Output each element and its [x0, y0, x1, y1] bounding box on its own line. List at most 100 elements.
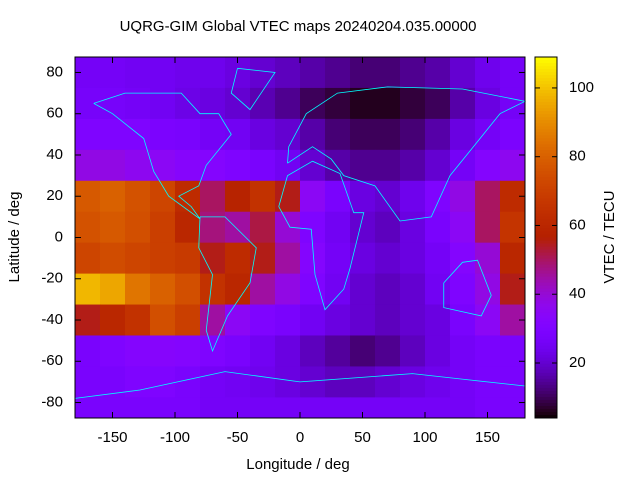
x-tick-label: -150 [97, 429, 127, 446]
colorbar-swatch [535, 183, 557, 187]
colorbar-swatch [535, 159, 557, 163]
cell [300, 118, 326, 151]
colorbar-swatch [535, 378, 557, 383]
colorbar-swatch [535, 219, 557, 223]
cell [125, 242, 151, 275]
cell [375, 149, 401, 182]
colorbar-tick-label: 80 [569, 148, 586, 165]
cell [275, 87, 301, 120]
colorbar-swatch [535, 387, 557, 392]
cell [350, 335, 376, 367]
colorbar-swatch [535, 192, 557, 196]
cell [450, 397, 476, 419]
cell [200, 87, 226, 120]
cell [475, 273, 501, 306]
cell [425, 366, 451, 398]
colorbar-swatch [535, 357, 557, 362]
colorbar-swatch [535, 318, 557, 323]
colorbar-swatch [535, 60, 557, 64]
cell [250, 397, 276, 419]
cell [225, 366, 251, 398]
cell [375, 118, 401, 151]
colorbar-swatch [535, 252, 557, 257]
colorbar-swatch [535, 369, 557, 374]
colorbar-swatch [535, 228, 557, 232]
cell [150, 149, 176, 182]
cell [300, 397, 326, 419]
cell [500, 366, 526, 398]
y-tick-label: 40 [46, 146, 63, 163]
cell [150, 366, 176, 398]
cell [375, 397, 401, 419]
colorbar-swatch [535, 288, 557, 293]
y-tick-label: 20 [46, 187, 63, 204]
cell [100, 211, 126, 244]
cell [275, 118, 301, 151]
colorbar-swatch [535, 336, 557, 341]
cell [325, 397, 351, 419]
colorbar-swatch [535, 72, 557, 76]
cell [300, 57, 326, 89]
colorbar-swatch [535, 342, 557, 347]
cell [250, 304, 276, 336]
colorbar-swatch [535, 333, 557, 338]
colorbar-swatch [535, 321, 557, 326]
x-tick-label: 150 [475, 429, 500, 446]
cell [75, 242, 101, 275]
cell [225, 118, 251, 151]
colorbar-swatch [535, 360, 557, 365]
colorbar-swatch [535, 324, 557, 329]
coastlines [74, 67, 527, 399]
coastline [74, 371, 526, 399]
cell [150, 397, 176, 419]
cell [475, 304, 501, 336]
cell [400, 242, 426, 275]
cell [325, 242, 351, 275]
colorbar-swatch [535, 327, 557, 332]
cell [75, 211, 101, 244]
colorbar-swatch [535, 237, 557, 242]
cell [325, 118, 351, 151]
cell [125, 149, 151, 182]
cell [425, 211, 451, 244]
colorbar-swatch [535, 201, 557, 205]
colorbar-swatch [535, 231, 557, 235]
cell [375, 242, 401, 275]
cell [500, 87, 526, 120]
cell [425, 118, 451, 151]
colorbar-swatch [535, 264, 557, 269]
colorbar-swatch [535, 186, 557, 190]
cell [100, 87, 126, 120]
colorbar-swatch [535, 234, 557, 238]
colorbar-swatch [535, 354, 557, 359]
cell [200, 211, 226, 244]
cell [150, 87, 176, 120]
cell [425, 397, 451, 419]
cell [500, 211, 526, 244]
colorbar-swatch [535, 129, 557, 133]
cell [400, 397, 426, 419]
cell [175, 211, 201, 244]
colorbar-swatch [535, 96, 557, 100]
colorbar-swatch [535, 126, 557, 130]
cell [250, 273, 276, 306]
coastline [287, 86, 527, 222]
colorbar-swatch [535, 195, 557, 199]
cell [450, 118, 476, 151]
colorbar-swatch [535, 153, 557, 157]
colorbar-tick-label: 40 [569, 285, 586, 302]
cell [200, 366, 226, 398]
colorbar-swatch [535, 225, 557, 229]
colorbar-swatch [535, 315, 557, 320]
colorbar-swatch [535, 306, 557, 311]
colorbar-swatch [535, 243, 557, 248]
cell [250, 211, 276, 244]
cell [150, 273, 176, 306]
colorbar-swatch [535, 372, 557, 377]
colorbar-swatch [535, 162, 557, 166]
cell [400, 87, 426, 120]
colorbar-swatch [535, 84, 557, 88]
cell [425, 180, 451, 213]
cell [250, 57, 276, 89]
cell [375, 335, 401, 367]
